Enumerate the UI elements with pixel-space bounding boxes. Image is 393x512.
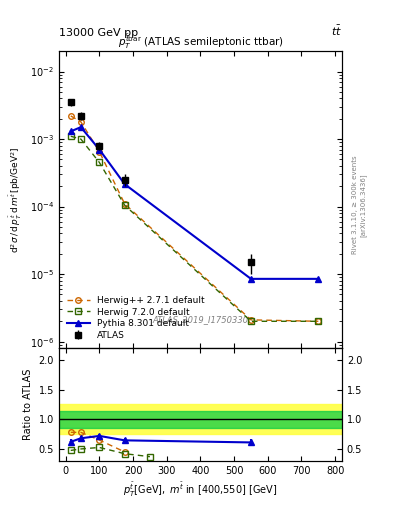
Line: Herwig++ 2.7.1 default: Herwig++ 2.7.1 default (68, 113, 321, 324)
Pythia 8.301 default (249, 276, 253, 282)
Pythia 8.301 default (79, 124, 83, 130)
Y-axis label: Ratio to ATLAS: Ratio to ATLAS (23, 369, 33, 440)
Herwig 7.2.0 default (122, 202, 127, 208)
X-axis label: $p_T^{\bar{t}}[\mathrm{GeV}],\;m^{\bar{t}}$ in [400,550] [GeV]: $p_T^{\bar{t}}[\mathrm{GeV}],\;m^{\bar{t… (123, 481, 277, 499)
Pythia 8.301 default (97, 146, 102, 153)
Herwig++ 2.7.1 default (122, 201, 127, 207)
Legend: Herwig++ 2.7.1 default, Herwig 7.2.0 default, Pythia 8.301 default, ATLAS: Herwig++ 2.7.1 default, Herwig 7.2.0 def… (63, 292, 208, 344)
Herwig++ 2.7.1 default (316, 318, 321, 325)
Title: $p_T^{\bar{t}\mathrm{bar}}$ (ATLAS semileptonic ttbar): $p_T^{\bar{t}\mathrm{bar}}$ (ATLAS semil… (118, 32, 283, 51)
Text: $t\bar{t}$: $t\bar{t}$ (331, 24, 342, 38)
Y-axis label: $\mathrm{d}^2\sigma\,/\,\mathrm{d}\,p_T^{\bar{t}}\,\mathrm{d}\,m^{\bar{t}}\,[\ma: $\mathrm{d}^2\sigma\,/\,\mathrm{d}\,p_T^… (8, 146, 24, 253)
Pythia 8.301 default (316, 276, 321, 282)
Herwig 7.2.0 default (79, 136, 83, 142)
Text: [arXiv:1306.3436]: [arXiv:1306.3436] (360, 173, 366, 237)
Herwig 7.2.0 default (68, 133, 73, 139)
Pythia 8.301 default (68, 129, 73, 135)
Herwig 7.2.0 default (97, 159, 102, 165)
Herwig 7.2.0 default (316, 318, 321, 325)
Line: Herwig 7.2.0 default: Herwig 7.2.0 default (68, 134, 321, 324)
Herwig 7.2.0 default (249, 318, 253, 325)
Herwig++ 2.7.1 default (68, 113, 73, 119)
Herwig++ 2.7.1 default (249, 317, 253, 323)
Text: 13000 GeV pp: 13000 GeV pp (59, 28, 138, 38)
Herwig++ 2.7.1 default (79, 119, 83, 125)
Text: Rivet 3.1.10, ≥ 300k events: Rivet 3.1.10, ≥ 300k events (352, 156, 358, 254)
Line: Pythia 8.301 default: Pythia 8.301 default (68, 124, 321, 282)
Text: ATLAS_2019_I1750330: ATLAS_2019_I1750330 (152, 315, 248, 325)
Herwig++ 2.7.1 default (97, 148, 102, 155)
Pythia 8.301 default (122, 181, 127, 187)
